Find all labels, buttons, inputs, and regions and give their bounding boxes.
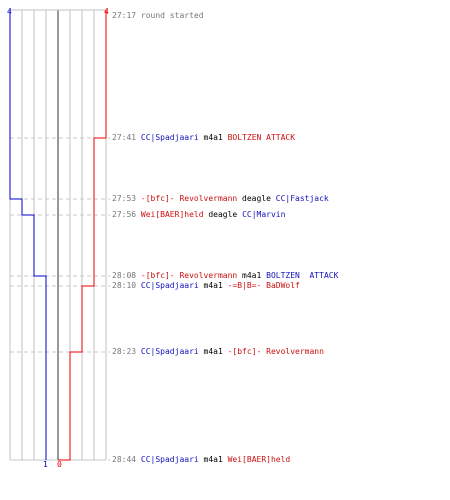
event-text: m4a1	[198, 347, 228, 356]
event-text: -[bfc]- Revolvermann	[140, 194, 238, 203]
event-row: 27:17 round started	[112, 11, 204, 21]
blue-team-line	[9, 10, 47, 460]
event-row: 27:56 Wei[BAER]held deagle CC|Marvin	[112, 210, 285, 220]
event-text: CC|Spadjaari	[140, 133, 199, 142]
event-time: 28:10	[112, 281, 141, 290]
event-text: deagle	[237, 194, 276, 203]
event-time: 27:56	[112, 210, 141, 219]
event-time: 28:23	[112, 347, 141, 356]
event-text: -[bfc]- Revolvermann	[227, 347, 324, 356]
event-time: 28:08	[112, 271, 141, 280]
event-text: -=B|B=- BaDWolf	[227, 281, 300, 290]
event-row: 28:44 CC|Spadjaari m4a1 Wei[BAER]held	[112, 455, 290, 465]
event-text: deagle	[203, 210, 243, 219]
event-text: CC|Spadjaari	[140, 281, 199, 290]
event-text: -[bfc]- Revolvermann	[140, 271, 238, 280]
event-row: 28:08 -[bfc]- Revolvermann m4a1 BOLTZEN …	[112, 271, 338, 281]
grid-lines	[9, 9, 107, 461]
blue-end-count: 1	[43, 460, 48, 469]
event-text: m4a1	[198, 455, 228, 464]
event-text: BOLTZEN ATTACK	[266, 271, 339, 280]
event-time: 27:17	[112, 11, 141, 20]
event-text: m4a1	[198, 133, 228, 142]
event-row: 27:53 -[bfc]- Revolvermann deagle CC|Fas…	[112, 194, 329, 204]
event-text: CC|Spadjaari	[140, 455, 199, 464]
event-text: CC|Fastjack	[275, 194, 329, 203]
blue-start-count: 4	[7, 7, 12, 16]
event-text: CC|Spadjaari	[140, 347, 199, 356]
red-team-line	[58, 10, 107, 461]
event-text: Wei[BAER]held	[140, 210, 204, 219]
red-start-count: 4	[104, 7, 109, 16]
event-time: 27:41	[112, 133, 141, 142]
event-dash-lines	[10, 137, 110, 461]
event-text: m4a1	[198, 281, 228, 290]
event-text: round started	[140, 11, 204, 20]
event-row: 28:23 CC|Spadjaari m4a1 -[bfc]- Revolver…	[112, 347, 324, 357]
event-text: Wei[BAER]held	[227, 455, 291, 464]
event-time: 28:44	[112, 455, 141, 464]
event-text: m4a1	[237, 271, 267, 280]
event-text: CC|Marvin	[242, 210, 286, 219]
red-end-count: 0	[57, 460, 62, 469]
event-row: 27:41 CC|Spadjaari m4a1 BOLTZEN ATTACK	[112, 133, 295, 143]
event-row: 28:10 CC|Spadjaari m4a1 -=B|B=- BaDWolf	[112, 281, 300, 291]
event-time: 27:53	[112, 194, 141, 203]
event-text: BOLTZEN ATTACK	[227, 133, 296, 142]
